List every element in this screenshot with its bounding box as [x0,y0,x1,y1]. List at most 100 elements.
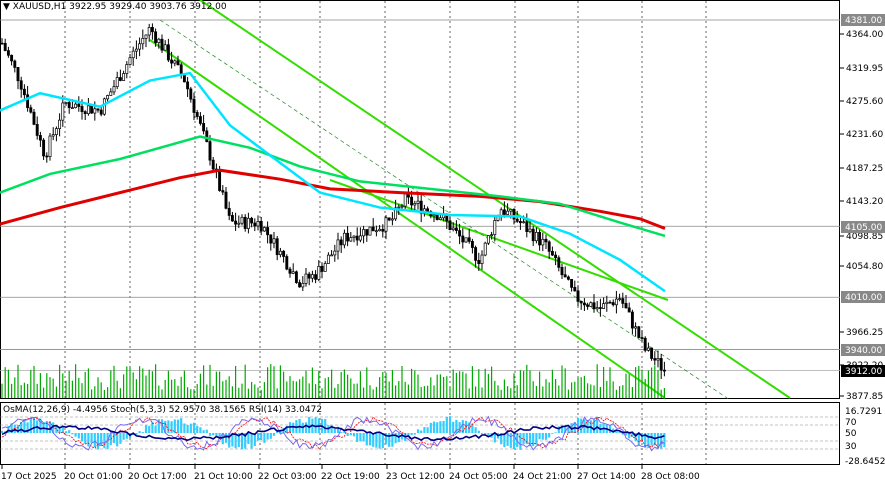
osma-bar [484,433,487,435]
candle-body [6,50,10,56]
osma-bar [375,433,378,448]
osma-bar [554,432,557,434]
candle-body [144,34,148,39]
osma-bar [39,418,42,433]
candle-body [48,135,52,157]
indicator-label: OsMA(12,26,9) -4.4956 Stoch(5,3,3) 52.95… [3,405,323,415]
candle-body [333,250,337,256]
candle-body [262,227,266,232]
candle-body [205,130,209,142]
candle-body [586,304,590,307]
candle-body [621,298,625,304]
candle-body [128,57,132,65]
osma-bar [391,433,394,447]
candle-body [493,220,497,236]
candle-body [26,94,30,109]
triangle-down-icon[interactable]: ▼ [3,2,10,12]
candle-body [461,235,465,243]
osma-bar [240,433,244,450]
osma-bar [522,433,525,445]
osma-bar [186,425,189,433]
candle-body [483,242,487,256]
osma-bar [628,433,631,439]
candle-body [573,287,577,292]
candle-body [390,218,394,221]
osma-bar [442,420,445,433]
osma-bar [500,433,503,445]
candle-body [582,302,586,306]
candle-body [22,88,26,96]
candle-body [618,298,622,300]
candle-body [237,222,241,225]
osma-bar [400,433,404,440]
osma-bar [372,433,375,447]
price-tag-current: 3912.00 [845,367,882,377]
osma-bar [378,433,381,449]
osma-bar [362,433,365,442]
osma-bar [420,430,423,433]
osma-bar [116,433,119,447]
sub-axis-top: 16.7291 [845,407,882,417]
channel-mid [329,179,669,301]
candle-body [448,220,452,230]
candle-body [234,220,238,225]
candle-body [83,111,87,115]
osma-bar [532,433,535,447]
osma-bar [439,421,442,433]
candle-body [624,303,628,309]
candle-body [659,358,663,371]
candle-body [592,302,596,310]
osma-bar [423,427,426,433]
candle-body [317,265,321,280]
time-tick-label: 24 Oct 21:00 [513,472,572,482]
candle-body [154,31,158,43]
osma-bar [180,418,183,433]
osma-bar [173,419,176,433]
symbol-label: XAUUSD,H1 [12,2,67,12]
candle-body [19,80,23,90]
osma-bar [96,433,100,450]
osma-bar [567,426,570,433]
candle-body [182,74,186,83]
candle-body [298,282,302,288]
candle-body [230,215,234,222]
osma-bar [624,433,628,436]
candle-body [627,307,631,313]
osma-bar [154,425,157,433]
osma-bar [394,433,397,444]
candle-body [650,347,654,359]
candle-body [253,222,257,227]
candle-body [272,238,276,244]
candle-body [269,234,273,244]
osma-bar [80,433,84,442]
candle-body [266,227,270,236]
osma-bar [199,427,202,433]
candle-body [410,196,414,206]
trend-channels [149,0,791,401]
candle-body [54,128,58,135]
candle-body [256,221,260,227]
osma-bar [503,433,506,448]
volume-bars [1,364,666,398]
candle-body [106,95,110,100]
osma-bar [445,416,448,433]
candle-body [387,217,391,221]
price-tag-bg [841,291,885,303]
osma-bar [471,423,474,433]
osma-bar [541,433,544,440]
osma-bar [64,431,68,433]
osma-bar [426,427,429,433]
candle-body [403,193,407,207]
osma-bar [71,433,74,435]
osma-bar [330,424,333,433]
candle-body [243,216,247,229]
candle-body [278,250,282,256]
candle-body [93,108,97,114]
osma-bar [256,433,260,441]
candle-body [352,235,356,238]
osma-bar [592,419,596,433]
candle-body [291,271,295,274]
osma-bar [112,433,116,444]
osma-bar [461,420,464,433]
